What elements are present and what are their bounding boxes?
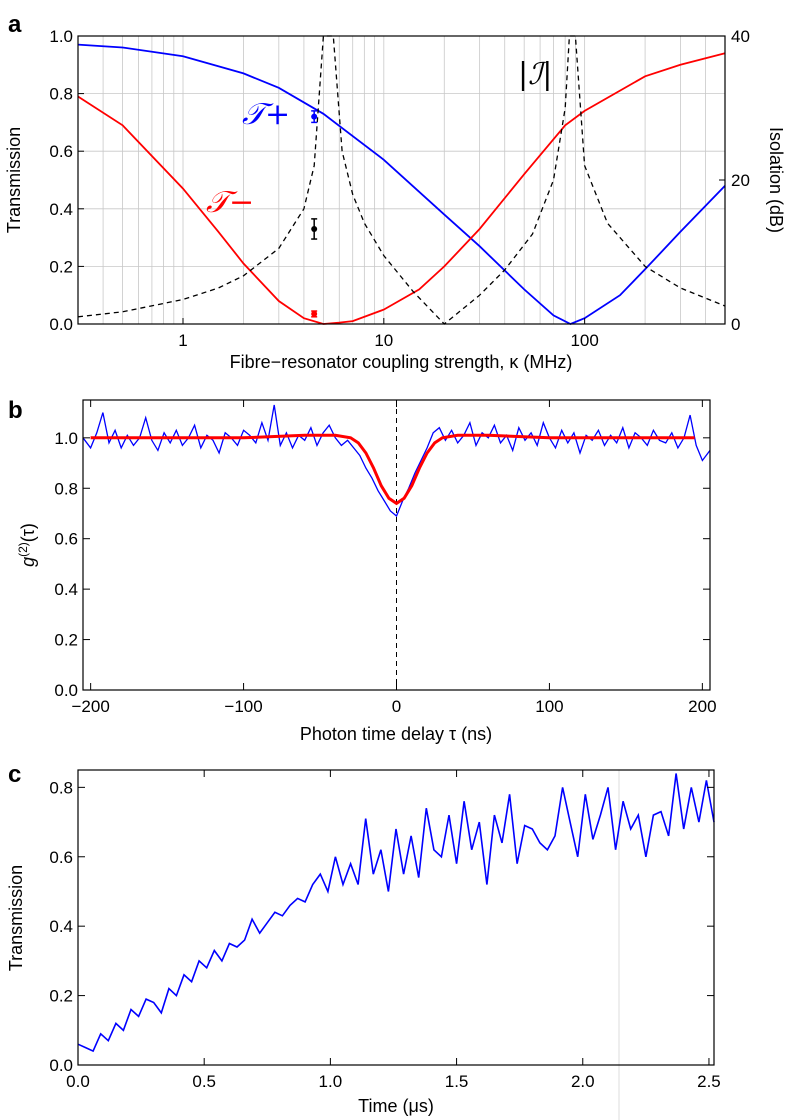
panel-b-xtick-label: 200 [688, 697, 716, 716]
panel-a-ytick-label: 0.0 [49, 315, 73, 334]
panel-c-xtick-label: 2.0 [571, 1072, 595, 1091]
panel-c-frame [77, 769, 715, 1066]
panel-a-series [77, 35, 726, 325]
panel-a-y2label: Isolation (dB) [766, 127, 786, 233]
panel-c-ytick-label: 0.4 [49, 917, 73, 936]
panel-b-xtick-label: 0 [392, 697, 401, 716]
panel-a-ytick-label: 1.0 [49, 27, 73, 46]
panel-a-ytick-label: 0.8 [49, 85, 73, 104]
panel-b-xtick-label: −100 [224, 697, 262, 716]
panel-b-ytick-label: 0.0 [54, 681, 78, 700]
panel-c-ylabel: Transmission [6, 865, 26, 971]
panel-b-ytick-label: 0.2 [54, 631, 78, 650]
panel-c-label: c [8, 761, 21, 788]
panel-a-xlabel: Fibre−resonator coupling strength, κ (MH… [230, 352, 573, 372]
panel-c-series-data [77, 773, 715, 1053]
panel-c-ytick-label: 0.2 [49, 987, 73, 1006]
panel-a-xtick-label: 100 [570, 331, 598, 350]
panel-c-xtick-label: 1.0 [319, 1072, 343, 1091]
label-isolation: |ℐ| [518, 57, 552, 92]
panel-b-ylabel-main: g [18, 557, 38, 567]
panel-c: c 0.0 0.5 1.0 1.5 2.0 2.5 0.0 0.2 0.4 0.6 0.8 Time… [6, 761, 721, 1120]
panel-b-xlabel: Photon time delay τ (ns) [300, 724, 492, 744]
panel-b-xtick-label: 100 [535, 697, 563, 716]
panel-a-ylabel: Transmission [4, 127, 24, 233]
panel-a: a 1 10 100 0.0 0.2 0.4 0.6 0.8 1.0 0 20 40 Fibre−re… [4, 11, 786, 372]
panel-a-ytick-label: 0.2 [49, 257, 73, 276]
panel-a-ytick-label: 0.4 [49, 200, 73, 219]
panel-c-ytick-label: 0.0 [49, 1056, 73, 1075]
panel-b-xtick-label: −200 [71, 697, 109, 716]
panel-c-ticks: 0.0 0.5 1.0 1.5 2.0 2.5 0.0 0.2 0.4 0.6 0.8 [49, 770, 721, 1091]
panel-b-ytick-label: 0.6 [54, 530, 78, 549]
panel-a-y2tick-label: 0 [731, 315, 740, 334]
panel-b-label: b [8, 397, 23, 424]
panel-a-point-0 [311, 113, 318, 120]
panel-a-point-1 [311, 225, 318, 232]
panel-c-xtick-label: 0.0 [66, 1072, 90, 1091]
panel-a-xtick-label: 10 [374, 331, 393, 350]
panel-a-ticks: 1 10 100 0.0 0.2 0.4 0.6 0.8 1.0 0 20 40 [49, 27, 750, 350]
panel-a-point-2 [311, 310, 318, 317]
panel-a-points [311, 110, 318, 318]
panel-a-y2tick-label: 40 [731, 27, 750, 46]
panel-a-ytick-label: 0.6 [49, 142, 73, 161]
panel-b-ylabel-sup: (2) [16, 542, 30, 557]
panel-b-ytick-label: 1.0 [54, 429, 78, 448]
panel-c-xtick-label: 2.5 [697, 1072, 721, 1091]
panel-c-xtick-label: 1.5 [445, 1072, 469, 1091]
panel-a-y2tick-label: 20 [731, 171, 750, 190]
panel-c-ytick-label: 0.6 [49, 848, 73, 867]
panel-b-ylabel-arg: (τ) [18, 523, 38, 542]
panel-b-ytick-label: 0.4 [54, 580, 78, 599]
panel-b: b −200 −100 0 100 200 0.0 0.2 0.4 0.6 0.8 1.0 Phot… [8, 397, 717, 744]
panel-c-series [77, 773, 715, 1053]
label-t-plus: 𝒯+ [242, 97, 290, 132]
panel-c-ytick-label: 0.8 [49, 778, 73, 797]
panel-c-xlabel: Time (μs) [358, 1096, 434, 1116]
panel-b-series [82, 400, 711, 690]
panel-a-series-0 [77, 43, 726, 325]
panel-c-xtick-label: 0.5 [192, 1072, 216, 1091]
label-t-minus: 𝒯− [206, 185, 254, 220]
panel-b-ylabel: g(2)(τ) [16, 523, 38, 567]
panel-b-ytick-label: 0.8 [54, 479, 78, 498]
panel-a-series-2 [77, 35, 726, 325]
panel-b-series-fit [90, 433, 695, 506]
panel-a-label: a [8, 11, 22, 38]
panel-b-ticks: −200 −100 0 100 200 0.0 0.2 0.4 0.6 0.8 1.0 [54, 400, 717, 716]
panel-a-xtick-label: 1 [178, 331, 187, 350]
